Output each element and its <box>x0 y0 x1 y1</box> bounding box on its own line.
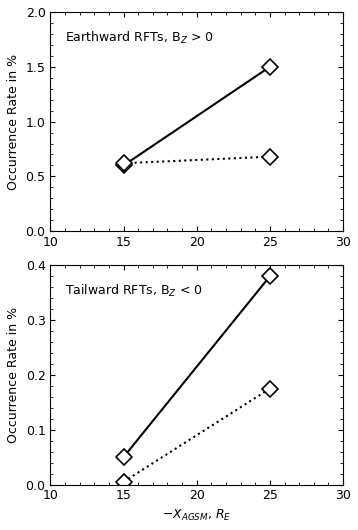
Text: Earthward RFTs, B$_Z$ > 0: Earthward RFTs, B$_Z$ > 0 <box>65 30 214 46</box>
Y-axis label: Occurrence Rate in %: Occurrence Rate in % <box>7 54 20 190</box>
X-axis label: $-X_{AGSM}$, $R_E$: $-X_{AGSM}$, $R_E$ <box>162 508 231 523</box>
Text: Tailward RFTs, B$_Z$ < 0: Tailward RFTs, B$_Z$ < 0 <box>65 283 203 299</box>
Y-axis label: Occurrence Rate in %: Occurrence Rate in % <box>7 307 20 443</box>
